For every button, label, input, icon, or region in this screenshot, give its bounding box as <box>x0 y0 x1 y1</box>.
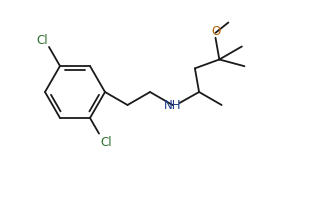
Text: Cl: Cl <box>100 135 112 148</box>
Text: Cl: Cl <box>36 34 48 47</box>
Text: NH: NH <box>164 99 181 112</box>
Text: O: O <box>211 25 220 38</box>
